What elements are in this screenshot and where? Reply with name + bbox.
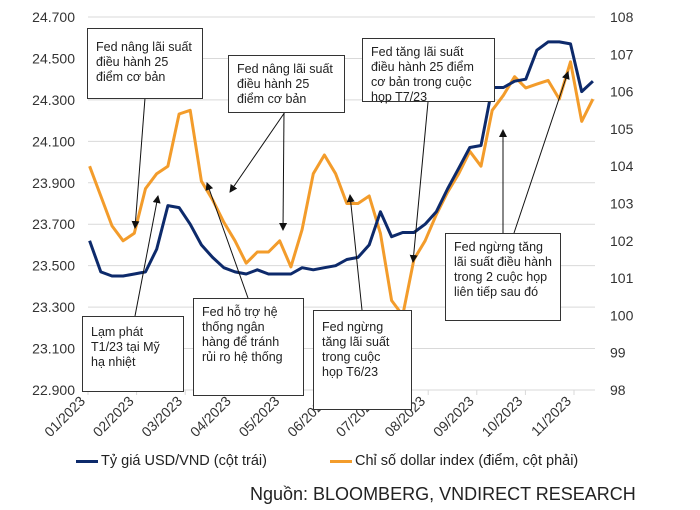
annotation-arrow xyxy=(279,111,288,231)
x-axis-tick-label: 02/2023 xyxy=(90,393,137,440)
x-axis-tick-label: 10/2023 xyxy=(478,393,525,440)
legend-item-dxy: Chỉ số dollar index (điểm, cột phải) xyxy=(330,453,578,469)
annotation-arrow xyxy=(513,71,570,234)
annotation-arrows xyxy=(131,71,570,317)
left-axis-tick-label: 22.900 xyxy=(32,382,75,398)
left-axis-tick-label: 23.700 xyxy=(32,216,75,232)
left-axis-tick-label: 24.300 xyxy=(32,92,75,108)
legend-label: Tỷ giá USD/VND (cột trái) xyxy=(101,453,267,469)
x-axis-tick-label: 04/2023 xyxy=(187,393,234,440)
right-axis-tick-label: 101 xyxy=(610,270,634,286)
annotation-box: Fed ngừng tăng lãi suất trong cuộc họp T… xyxy=(313,310,412,410)
legend-label: Chỉ số dollar index (điểm, cột phải) xyxy=(355,453,579,469)
right-axis-ticks: 98 99 100 101 102 103 104 105 106 107 108 xyxy=(610,9,634,398)
annotation-box: Fed ngừng tăng lãi suất điều hành trong … xyxy=(445,233,561,321)
usdvnd-line xyxy=(88,40,594,278)
right-axis-tick-label: 99 xyxy=(610,345,626,361)
left-axis-tick-label: 24.500 xyxy=(32,50,75,66)
left-axis-tick-label: 23.300 xyxy=(32,299,75,315)
annotation-arrow xyxy=(134,195,161,317)
left-axis-tick-label: 23.900 xyxy=(32,175,75,191)
right-axis-tick-label: 100 xyxy=(610,307,634,323)
annotation-box: Fed tăng lãi suất điều hành 25 điểm cơ b… xyxy=(362,38,495,104)
x-axis-tick-label: 03/2023 xyxy=(138,393,185,440)
annotation-box: Fed hỗ trợ hệ thống ngân hàng để tránh r… xyxy=(193,298,304,396)
legend-item-usdvnd: Tỷ giá USD/VND (cột trái) xyxy=(76,453,267,469)
x-axis-ticks: 01/2023 02/2023 03/2023 04/2023 05/2023 06/20… xyxy=(41,390,575,440)
left-axis-tick-label: 24.700 xyxy=(32,9,75,25)
left-axis-tick-label: 23.100 xyxy=(32,341,75,357)
annotation-arrow xyxy=(346,194,363,311)
right-axis-tick-label: 104 xyxy=(610,158,634,174)
annotation-box: Fed nâng lãi suất điều hành 25 điểm cơ b… xyxy=(228,55,345,113)
legend-swatch xyxy=(330,459,352,463)
left-axis-tick-label: 23.500 xyxy=(32,258,75,274)
x-axis-tick-label: 11/2023 xyxy=(528,393,575,440)
source-note: Nguồn: BLOOMBERG, VNDIRECT RESEARCH xyxy=(250,484,636,504)
legend-swatch xyxy=(76,459,98,463)
annotation-arrow xyxy=(131,97,146,229)
x-axis-tick-label: 05/2023 xyxy=(235,393,282,440)
annotation-arrow xyxy=(205,182,249,299)
right-axis-tick-label: 98 xyxy=(610,382,626,398)
left-axis-ticks: 22.900 23.100 23.300 23.500 23.700 23.900 24.1… xyxy=(32,9,75,398)
right-axis-tick-label: 107 xyxy=(610,46,634,62)
annotation-box: Fed nâng lãi suất điều hành 25 điểm cơ b… xyxy=(87,28,203,99)
right-axis-tick-label: 108 xyxy=(610,9,634,25)
right-axis-tick-label: 106 xyxy=(610,84,634,100)
series-lines xyxy=(88,40,595,317)
annotation-arrow xyxy=(229,111,286,193)
right-axis-tick-label: 103 xyxy=(610,196,634,212)
annotation-box: Lạm phát T1/23 tại Mỹ hạ nhiệt xyxy=(82,316,184,392)
right-axis-tick-label: 102 xyxy=(610,233,634,249)
annotation-arrow xyxy=(409,101,429,263)
right-axis-tick-label: 105 xyxy=(610,121,634,137)
x-axis-tick-label: 01/2023 xyxy=(41,393,88,440)
x-axis-tick-label: 09/2023 xyxy=(430,393,477,440)
left-axis-tick-label: 24.100 xyxy=(32,133,75,149)
